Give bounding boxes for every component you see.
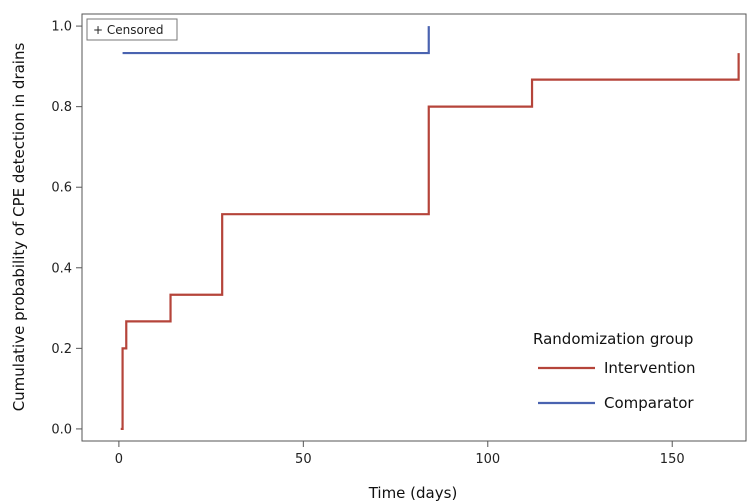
x-tick-label: 150 bbox=[660, 452, 685, 467]
censored-key-label: + Censored bbox=[93, 23, 164, 37]
plot-frame bbox=[81, 13, 747, 442]
y-tick-label: 0.0 bbox=[51, 422, 72, 437]
y-tick-label: 0.8 bbox=[51, 100, 72, 115]
y-tick-label: 0.6 bbox=[51, 181, 72, 196]
series-line-intervention bbox=[120, 53, 740, 431]
x-axis-title: Time (days) bbox=[368, 484, 458, 502]
series-line-comparator bbox=[122, 26, 430, 55]
censored-key-box bbox=[86, 18, 178, 41]
legend-title: Randomization group bbox=[533, 330, 693, 348]
legend-label-comparator: Comparator bbox=[604, 394, 694, 412]
censored-key: + Censored bbox=[86, 18, 178, 41]
x-tick-label: 100 bbox=[475, 452, 500, 467]
plot-border bbox=[81, 13, 747, 442]
legend: Randomization group Intervention Compara… bbox=[533, 330, 696, 412]
series-layer bbox=[120, 26, 740, 431]
x-tick-label: 50 bbox=[295, 452, 312, 467]
x-axis: 0 50 100 150 bbox=[115, 441, 685, 467]
x-tick-label: 0 bbox=[115, 452, 123, 467]
y-axis: 0.0 0.2 0.4 0.6 0.8 1.0 bbox=[51, 20, 82, 437]
y-tick-label: 1.0 bbox=[51, 20, 72, 35]
y-tick-label: 0.2 bbox=[51, 342, 72, 357]
legend-label-intervention: Intervention bbox=[604, 359, 696, 377]
y-tick-label: 0.4 bbox=[51, 261, 72, 276]
y-axis-title: Cumulative probability of CPE detection … bbox=[10, 43, 28, 412]
